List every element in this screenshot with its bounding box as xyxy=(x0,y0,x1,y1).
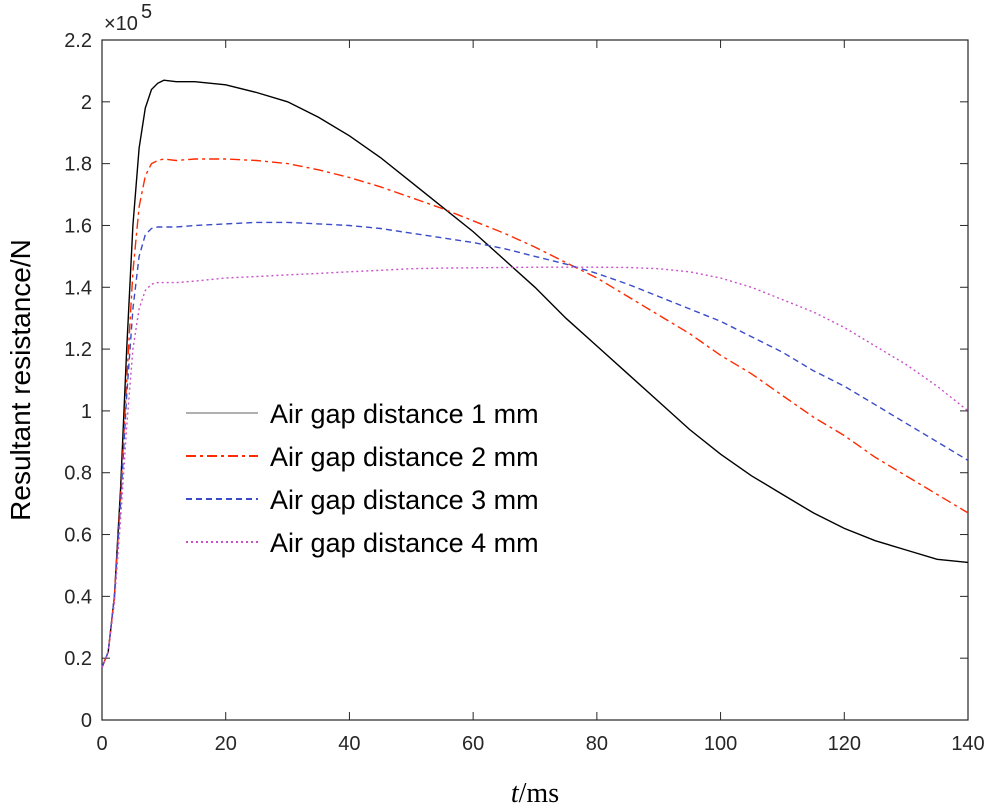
y-tick-label: 1.8 xyxy=(64,154,92,176)
x-axis-title: t/ms xyxy=(511,778,559,809)
legend-label-4: Air gap distance 4 mm xyxy=(270,528,539,558)
x-tick-label: 0 xyxy=(96,733,107,755)
y-tick-label: 1.4 xyxy=(64,277,92,299)
series-line-4 xyxy=(101,266,969,668)
legend-label-1: Air gap distance 1 mm xyxy=(270,399,539,429)
x-tick-label: 40 xyxy=(338,733,360,755)
y-tick-label: 1.6 xyxy=(64,215,92,237)
y-exponent-base: ×10 xyxy=(104,13,138,35)
legend: Air gap distance 1 mm Air gap distance 2 … xyxy=(186,399,539,558)
y-tick-label: 0.6 xyxy=(64,525,92,547)
y-axis-ticks: 0 0.2 0.4 0.6 0.8 1 1.2 1.4 1.6 1.8 2 2.2 xyxy=(64,30,968,732)
series-line-2 xyxy=(101,158,969,668)
svg-text:×10: ×10 xyxy=(104,13,138,35)
y-tick-label: 0.4 xyxy=(64,586,92,608)
y-tick-label: 0 xyxy=(81,710,92,732)
y-exponent-label: ×10 5 xyxy=(104,1,152,35)
x-axis-ticks: 0 20 40 60 80 100 120 140 xyxy=(96,40,985,755)
series-line-1 xyxy=(101,79,969,668)
series-line-3 xyxy=(101,221,969,668)
legend-label-2: Air gap distance 2 mm xyxy=(270,442,539,472)
x-tick-label: 100 xyxy=(704,733,737,755)
legend-label-3: Air gap distance 3 mm xyxy=(270,485,539,515)
x-tick-label: 20 xyxy=(215,733,237,755)
y-tick-label: 1 xyxy=(81,401,92,423)
y-tick-label: 2 xyxy=(81,92,92,114)
x-tick-label: 60 xyxy=(462,733,484,755)
series-lines xyxy=(101,79,969,668)
x-tick-label: 120 xyxy=(828,733,861,755)
x-axis-title-variable: t xyxy=(511,778,520,809)
y-tick-label: 0.8 xyxy=(64,463,92,485)
plot-area xyxy=(101,39,969,721)
y-tick-label: 0.2 xyxy=(64,648,92,670)
x-axis-title-unit: /ms xyxy=(519,778,559,809)
x-tick-label: 140 xyxy=(951,733,984,755)
x-tick-label: 80 xyxy=(586,733,608,755)
y-exponent-power: 5 xyxy=(141,1,152,23)
y-tick-label: 2.2 xyxy=(64,30,92,52)
y-axis-title: Resultant resistance/N xyxy=(5,239,36,521)
y-tick-label: 1.2 xyxy=(64,339,92,361)
